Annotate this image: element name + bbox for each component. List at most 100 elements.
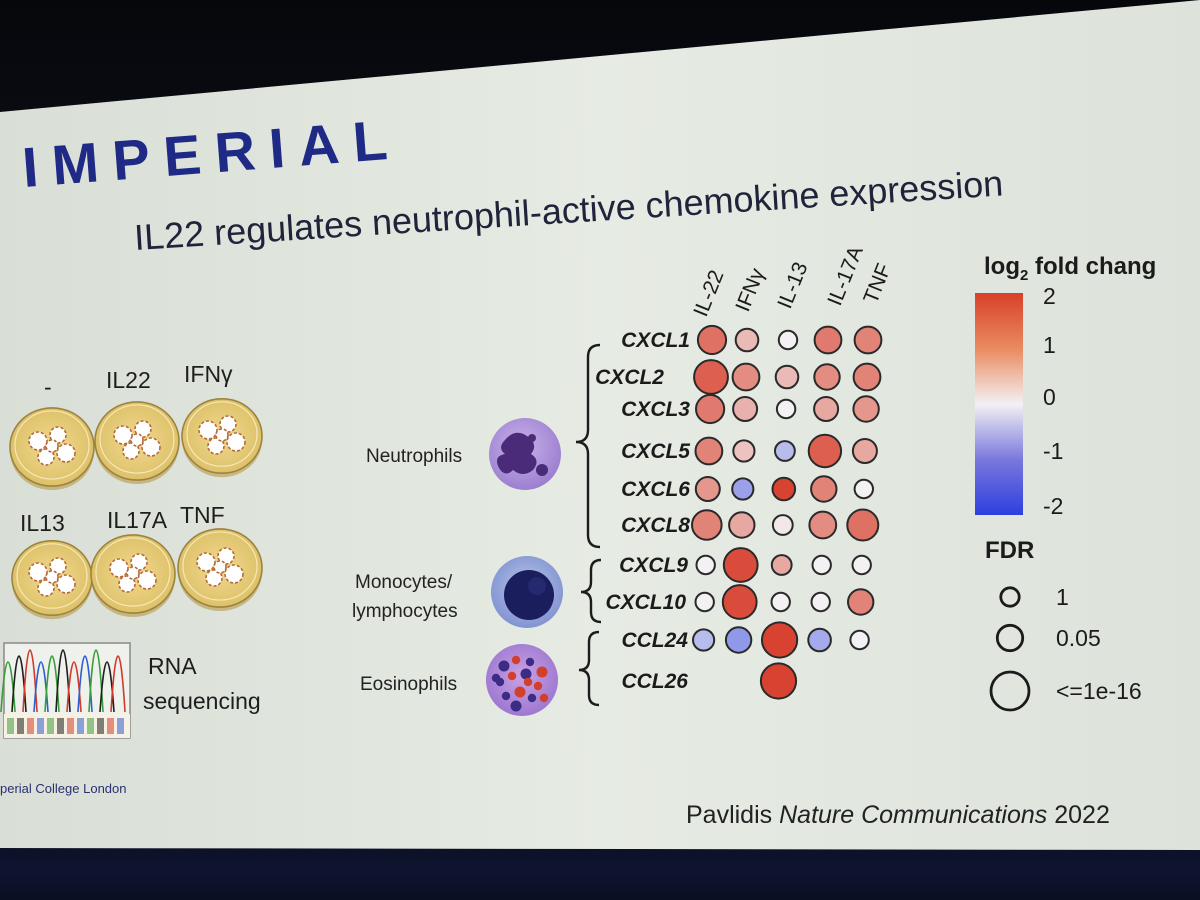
colorbar-title: log2 fold chang xyxy=(984,253,1156,284)
dot-cxcl6-ifn xyxy=(731,477,755,501)
size-legend-label-1: 1 xyxy=(1056,584,1069,610)
dot-cxcl10-ifn xyxy=(721,584,758,620)
row-label-cxcl8: CXCL8 xyxy=(621,514,690,537)
dot-cxcl8-il-17a xyxy=(808,510,838,540)
dot-cxcl2-tnf xyxy=(852,362,882,392)
citation-journal: Nature Communications xyxy=(779,801,1047,829)
dot-ccl24-il-22 xyxy=(692,628,716,652)
group-brackets xyxy=(575,343,602,707)
fdr-legend-title: FDR xyxy=(985,537,1034,564)
dot-cxcl6-il-13 xyxy=(771,476,797,502)
row-label-cxcl5: CXCL5 xyxy=(621,440,690,463)
dot-cxcl5-il-22 xyxy=(694,436,724,466)
dot-cxcl3-il-13 xyxy=(775,398,797,420)
dot-cxcl6-tnf xyxy=(853,478,874,500)
colorbar-tick-1: -1 xyxy=(1043,438,1063,464)
rna-sequencing-panel: RNA sequencing xyxy=(0,642,261,739)
bracket-eosinophils xyxy=(578,630,600,707)
dish-il22: IL22 xyxy=(94,367,180,485)
row-label-cxcl1: CXCL1 xyxy=(621,329,690,352)
dot-cxcl5-ifn xyxy=(732,439,756,463)
colorbar-tick-2: 2 xyxy=(1043,283,1056,309)
dot-cxcl6-il-17a xyxy=(810,475,838,503)
dot-cxcl10-il-17a xyxy=(810,591,831,613)
dot-cxcl8-tnf xyxy=(846,508,880,542)
dot-cxcl2-il-13 xyxy=(774,364,800,390)
row-label-cxcl9: CXCL9 xyxy=(619,554,688,577)
dot-cxcl2-il-17a xyxy=(813,363,841,391)
dish-grid: - IL22 IFNγ IL13 IL17A TNF xyxy=(9,361,263,620)
fdr-size-legend: FDR 1 0.05 <=1e-16 xyxy=(985,537,1142,712)
dish-label-il22: IL22 xyxy=(106,367,151,393)
dish-label-il17a: IL17A xyxy=(107,507,168,533)
dot-cxcl3-il-22 xyxy=(695,393,726,425)
row-label-cxcl10: CXCL10 xyxy=(605,591,686,614)
dish-label-none: - xyxy=(44,374,52,400)
dot-cxcl5-tnf xyxy=(851,438,878,464)
dot-ccl24-il-17a xyxy=(807,627,832,653)
cell-label-monocytes-line2: lymphocytes xyxy=(352,601,458,622)
row-label-cxcl3: CXCL3 xyxy=(621,398,690,421)
size-legend-circle-1 xyxy=(999,586,1021,608)
bracket-monocytes xyxy=(580,558,602,624)
dot-cxcl3-ifn xyxy=(732,396,759,422)
size-legend-circle-1e-16 xyxy=(989,670,1031,712)
dot-cxcl8-il-13 xyxy=(771,514,794,536)
colorbar-tick-0: 0 xyxy=(1043,384,1056,410)
dot-cxcl8-ifn xyxy=(728,511,756,539)
dish-label-ifn: IFNγ xyxy=(184,361,233,387)
footer-logo-text: perial College London xyxy=(0,781,126,796)
dish-none: - xyxy=(9,374,95,491)
dot-cxcl5-il-13 xyxy=(774,440,796,462)
dot-cxcl8-il-22 xyxy=(691,509,723,541)
cell-type-labels: Neutrophils Monocytes/ lymphocytes Eosin… xyxy=(352,418,563,716)
dot-cxcl9-il-22 xyxy=(695,554,716,576)
dot-cxcl3-tnf xyxy=(852,395,880,423)
dot-cxcl6-il-22 xyxy=(694,476,721,502)
citation-year: 2022 xyxy=(1054,801,1110,829)
rna-label-line1: RNA xyxy=(148,653,197,679)
dot-cxcl5-il-17a xyxy=(807,433,843,469)
dot-cxcl1-tnf xyxy=(853,325,883,355)
neutrophil-icon xyxy=(489,418,561,490)
dot-cxcl2-il-22 xyxy=(693,359,729,395)
eosinophil-icon xyxy=(486,644,558,716)
dot-cxcl1-il-13 xyxy=(777,329,799,351)
row-label-cxcl2: CXCL2 xyxy=(595,366,664,389)
dot-cxcl10-il-22 xyxy=(694,591,715,613)
colorbar-tick-2: -2 xyxy=(1043,493,1063,519)
dot-cxcl9-ifn xyxy=(722,547,759,583)
monocyte-icon xyxy=(491,556,563,628)
dot-cxcl9-il-17a xyxy=(811,554,832,576)
dot-cxcl10-il-13 xyxy=(770,591,791,613)
dish-label-tnf: TNF xyxy=(180,502,225,528)
dot-cxcl9-il-13 xyxy=(770,554,793,576)
dish-il17a: IL17A xyxy=(90,507,176,618)
dot-cxcl3-il-17a xyxy=(813,396,840,422)
dot-cxcl9-tnf xyxy=(851,554,872,576)
dot-ccl24-tnf xyxy=(849,629,870,651)
cell-label-eosinophils: Eosinophils xyxy=(360,674,457,695)
size-legend-label-1e-16: <=1e-16 xyxy=(1056,678,1142,704)
row-label-ccl24: CCL24 xyxy=(621,629,688,652)
dot-cxcl1-il-22 xyxy=(696,324,728,356)
dish-ifn: IFNγ xyxy=(181,361,263,478)
dot-cxcl1-il-17a xyxy=(813,325,843,355)
dot-cxcl10-tnf xyxy=(847,588,875,616)
colorbar-tick-1: 1 xyxy=(1043,332,1056,358)
size-legend-circle-0-05 xyxy=(995,623,1025,653)
size-legend-label-0-05: 0.05 xyxy=(1056,625,1101,651)
colorbar-gradient xyxy=(975,293,1023,515)
dish-tnf: TNF xyxy=(177,502,263,612)
dot-cxcl2-ifn xyxy=(731,362,761,392)
bracket-neutrophils xyxy=(575,343,601,549)
slide-background xyxy=(0,0,1200,850)
cell-label-neutrophils: Neutrophils xyxy=(366,446,462,467)
dish-il13: IL13 xyxy=(11,510,93,620)
dot-ccl26-il-13 xyxy=(759,662,798,700)
row-label-ccl26: CCL26 xyxy=(621,670,688,693)
row-label-cxcl6: CXCL6 xyxy=(621,478,690,501)
chromatogram-icon xyxy=(0,649,130,738)
dot-cxcl1-ifn xyxy=(734,327,760,353)
